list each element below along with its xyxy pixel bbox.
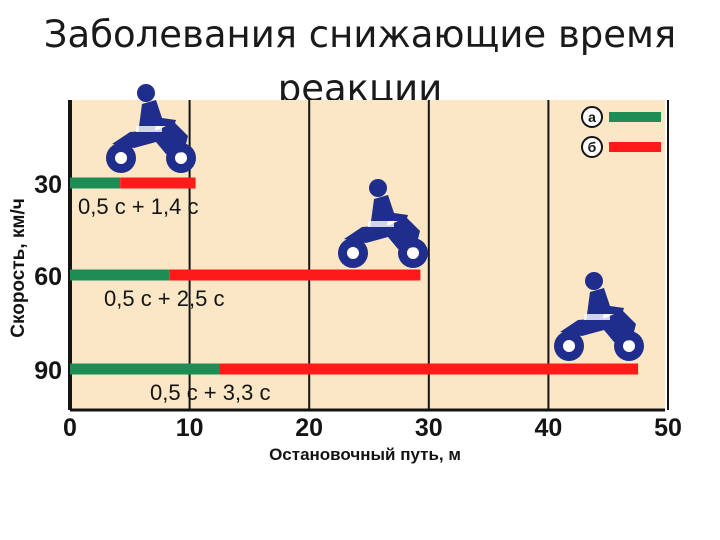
x-axis-label: Остановочный путь, м [269, 445, 461, 464]
legend-swatch-b [609, 142, 661, 152]
y-tick-60: 60 [34, 263, 62, 291]
legend-swatch-a [609, 112, 661, 122]
bar-label-30: 0,5 с + 1,4 с [78, 194, 198, 219]
bar-a-60 [70, 269, 170, 281]
legend-marker-b [581, 136, 603, 158]
y-tick-labels: 30 60 90 [34, 171, 62, 385]
y-axis-label: Скорость, км/ч [8, 198, 29, 338]
bar-b-90 [219, 363, 639, 375]
motorcycle-icon [338, 179, 428, 268]
motorcycles [106, 84, 644, 361]
legend-label-b: б [588, 139, 597, 155]
x-tick-0: 0 [63, 414, 77, 442]
x-tick-30: 30 [415, 414, 443, 442]
x-tick-50: 50 [654, 414, 682, 442]
motorcycle-icon [554, 272, 644, 361]
x-tick-10: 10 [176, 414, 204, 442]
legend-marker-a [581, 106, 603, 128]
motorcycle-icon [106, 84, 196, 173]
legend: аб [581, 106, 661, 158]
bar-a-30 [70, 177, 121, 189]
legend-label-a: а [588, 109, 596, 125]
y-tick-30: 30 [34, 171, 62, 199]
bar-a-90 [70, 363, 220, 375]
bar-b-30 [120, 177, 196, 189]
x-tick-40: 40 [534, 414, 562, 442]
bar-labels: 0,5 с + 1,4 с 0,5 с + 2,5 с 0,5 с + 3,3 с [78, 194, 270, 405]
bar-label-60: 0,5 с + 2,5 с [104, 286, 224, 311]
x-tick-20: 20 [295, 414, 323, 442]
bar-label-90: 0,5 с + 3,3 с [150, 380, 270, 405]
x-tick-labels: 0 10 20 30 40 50 [63, 414, 682, 442]
bars [70, 177, 639, 375]
slide-title: Заболевания снижающие время реакции [43, 13, 677, 110]
y-tick-90: 90 [34, 357, 62, 385]
bar-b-60 [169, 269, 421, 281]
